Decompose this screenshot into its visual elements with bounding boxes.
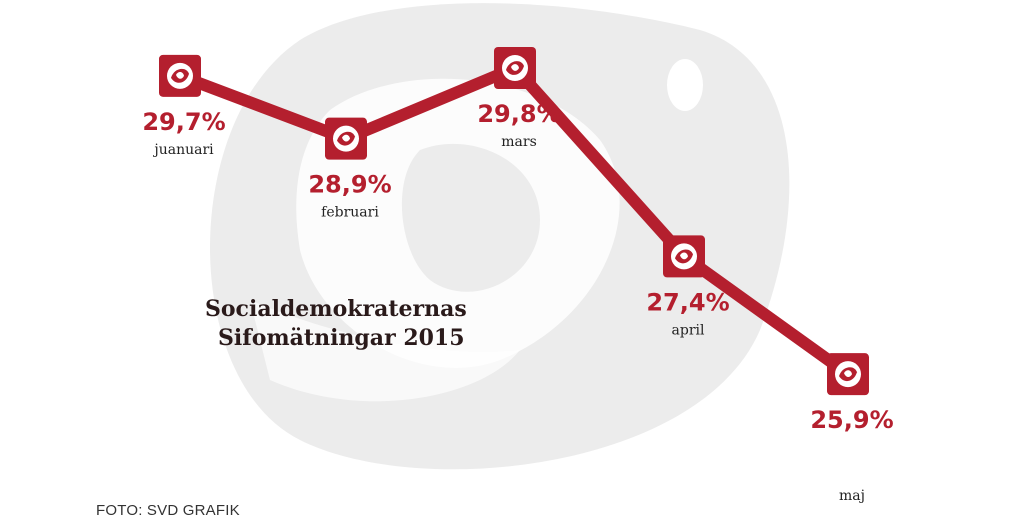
photo-credit: FOTO: SVD GRAFIK (96, 502, 240, 519)
data-point-marker (325, 117, 367, 160)
data-value-label: 28,9% (308, 171, 391, 199)
data-point-marker (827, 353, 869, 396)
category-label: mars (501, 134, 537, 150)
data-point-marker (663, 235, 705, 278)
plot-area: 29,7% juanuari 28,9% februari 29,8% mars 27,4%… (142, 47, 894, 504)
data-value-label: 27,4% (646, 288, 729, 316)
category-label: april (672, 322, 705, 338)
data-value-label: 29,7% (142, 108, 225, 136)
chart-title-line-1: Socialdemokraternas (205, 296, 467, 322)
data-point-marker (494, 47, 536, 89)
data-value-label: 25,9% (810, 406, 893, 434)
category-label: februari (321, 205, 379, 221)
category-label: juanuari (152, 142, 214, 158)
data-value-label: 29,8% (477, 100, 560, 128)
category-label: maj (839, 488, 865, 504)
data-point-marker (159, 54, 201, 97)
chart-title-line-2: Sifomätningar 2015 (218, 325, 465, 351)
